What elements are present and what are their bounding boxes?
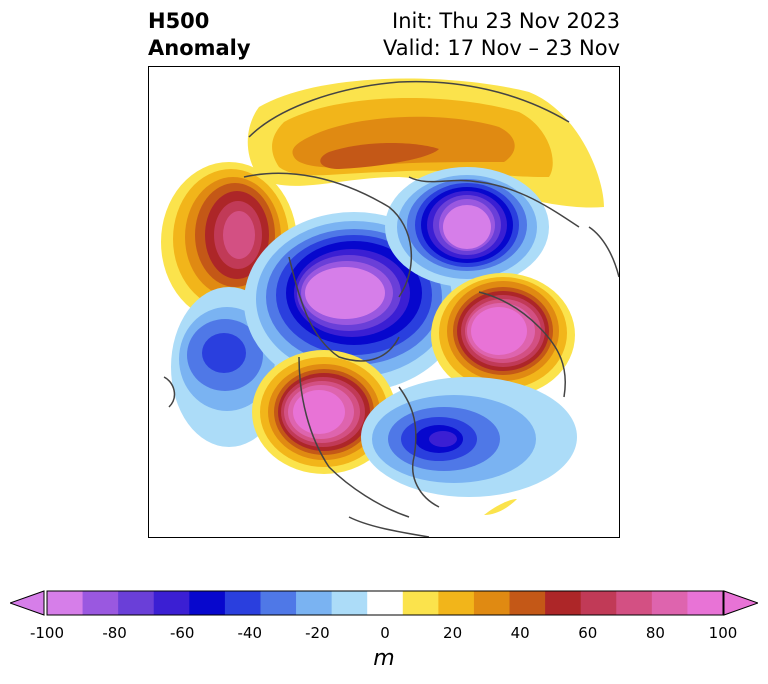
colorbar-bin (260, 591, 297, 615)
colorbar-tick-label: 100 (708, 624, 738, 642)
colorbar-bin (153, 591, 190, 615)
arctic-ridge-north (247, 78, 604, 208)
colorbar-tick-label: -40 (237, 624, 263, 642)
colorbar-bin (545, 591, 582, 615)
title-variable: H500 (148, 9, 210, 33)
colorbar-bin (296, 591, 333, 615)
colorbar-bin (82, 591, 119, 615)
colorbar-bin (509, 591, 546, 615)
colorbar-tick-label: -20 (305, 624, 330, 642)
colorbar-bin (580, 591, 617, 615)
valid-range: Valid: 17 Nov – 23 Nov (383, 36, 620, 60)
colorbar-tick-label: 80 (645, 624, 665, 642)
title-left: H500 Anomaly (148, 8, 251, 62)
colorbar-bin (651, 591, 688, 615)
scandinavia-trough (385, 167, 549, 287)
colorbar-tick-label: 40 (510, 624, 530, 642)
colorbar-bin (189, 591, 226, 615)
colorbar-bin (438, 591, 475, 615)
colorbar-bin (367, 591, 404, 615)
title-right: Init: Thu 23 Nov 2023 Valid: 17 Nov – 23… (383, 8, 620, 62)
colorbar-bin (402, 591, 439, 615)
colorbar-unit: m (373, 646, 395, 671)
colorbar-bin (687, 591, 724, 615)
colorbar-tick-label: 60 (578, 624, 598, 642)
init-date: Init: Thu 23 Nov 2023 (392, 9, 620, 33)
colorbar-over-arrow (723, 590, 758, 616)
colorbar-bin (616, 591, 653, 615)
colorbar-tick-label: -100 (29, 624, 65, 642)
coastlines (163, 80, 619, 537)
eastern-canada-trough (361, 377, 577, 497)
colorbar-bins (47, 591, 724, 615)
colorbar-under-arrow (10, 590, 45, 616)
title-field-type: Anomaly (148, 36, 251, 60)
map-panel (148, 66, 620, 538)
colorbar-tick-label: 0 (380, 624, 390, 642)
colorbar (10, 590, 758, 616)
colorbar-tick-label: -80 (102, 624, 127, 642)
colorbar-tick-label: -60 (169, 624, 195, 642)
colorbar-bin (118, 591, 155, 615)
colorbar-bin (224, 591, 261, 615)
colorbar-bin (47, 591, 84, 615)
europe-ridge (431, 273, 575, 397)
siberia-trough (244, 212, 464, 392)
atlantic-small-ridge (484, 499, 517, 515)
colorbar-bin (331, 591, 368, 615)
colorbar-tick-label: 20 (443, 624, 463, 642)
colorbar-bin (473, 591, 511, 615)
anomaly-map (161, 78, 619, 537)
colorbar-outline (46, 590, 724, 616)
